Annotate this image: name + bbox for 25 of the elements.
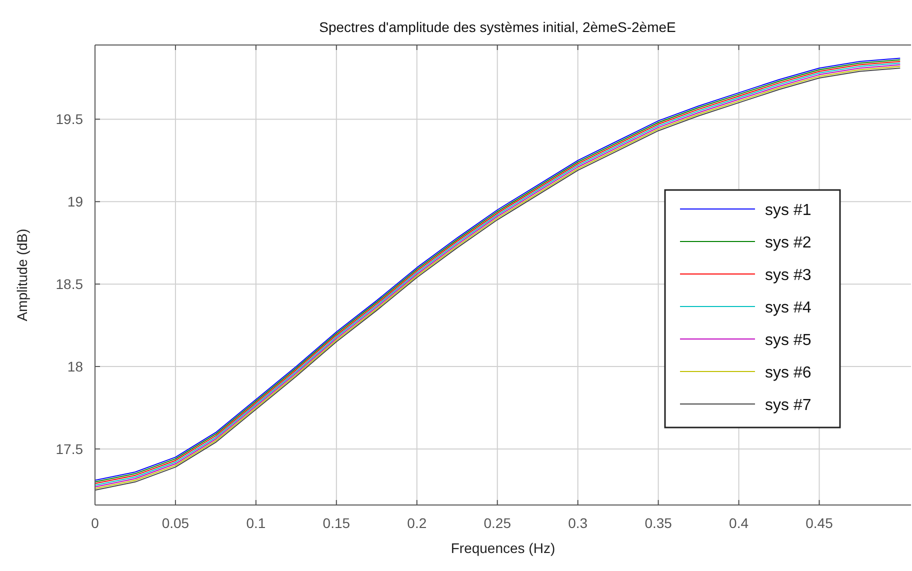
legend-label: sys #6: [765, 364, 812, 382]
y-tick-label: 18.5: [56, 276, 84, 292]
chart-title: Spectres d'amplitude des systèmes initial, 2èmeS-2èmeE: [319, 19, 676, 35]
x-tick-label: 0.25: [484, 515, 512, 531]
x-tick-label: 0.1: [246, 515, 266, 531]
x-tick-label: 0.15: [322, 515, 350, 531]
x-tick-label: 0.05: [162, 515, 190, 531]
legend-label: sys #3: [765, 267, 812, 284]
legend-label: sys #2: [765, 234, 812, 252]
x-tick-label: 0.2: [407, 515, 427, 531]
y-axis-title: Amplitude (dB): [14, 228, 30, 322]
y-tick-label: 18: [67, 358, 84, 375]
legend-label: sys #1: [765, 202, 812, 219]
legend-label: sys #4: [765, 300, 812, 316]
x-tick-label: 0.4: [729, 515, 749, 531]
x-tick-label: 0: [91, 515, 100, 531]
x-tick-label: 0.35: [644, 515, 672, 531]
x-axis-title: Frequences (Hz): [450, 540, 556, 556]
x-tick-label: 0.3: [568, 515, 588, 531]
y-tick-label: 19.5: [56, 111, 84, 128]
legend-label: sys #5: [765, 332, 812, 349]
x-tick-label: 0.45: [806, 515, 834, 531]
y-tick-label: 17.5: [56, 440, 84, 457]
legend-label: sys #7: [765, 397, 812, 414]
y-tick-label: 19: [67, 194, 84, 210]
